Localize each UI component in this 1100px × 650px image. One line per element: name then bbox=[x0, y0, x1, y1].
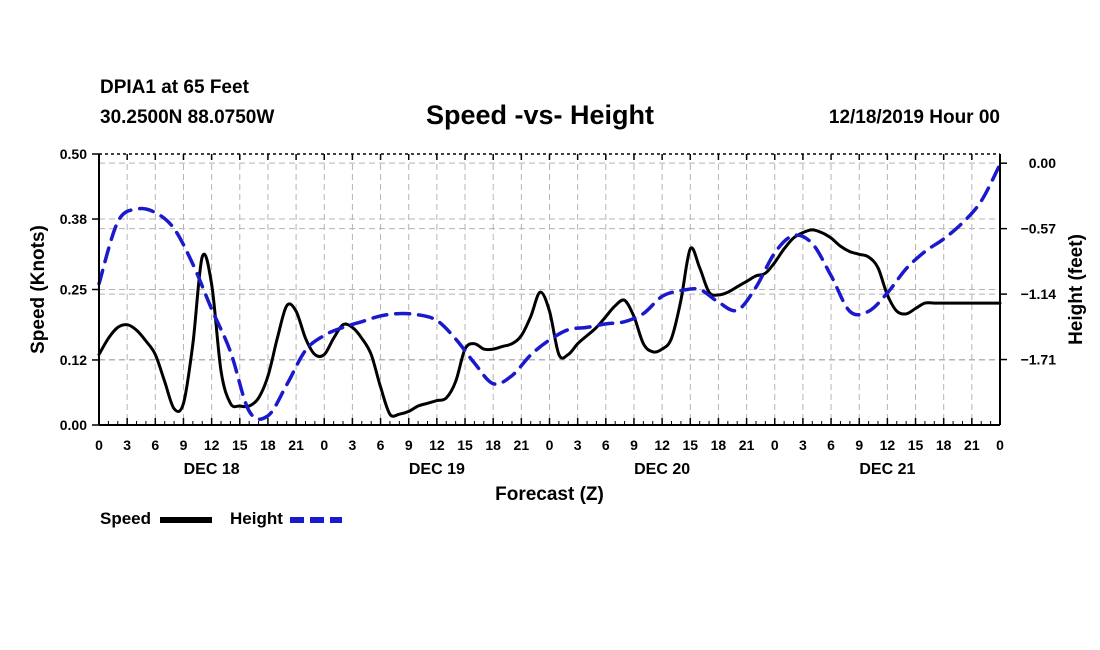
y-tick-label: 0.00 bbox=[60, 417, 87, 433]
x-tick-label: 3 bbox=[574, 437, 582, 453]
y2-tick-label: −0.57 bbox=[1021, 221, 1057, 237]
x-tick-label: 0 bbox=[320, 437, 328, 453]
x-tick-label: 6 bbox=[151, 437, 159, 453]
x-tick-label: 12 bbox=[429, 437, 445, 453]
y-tick-label: 0.50 bbox=[60, 146, 87, 162]
x-tick-label: 12 bbox=[654, 437, 670, 453]
x-tick-label: 15 bbox=[908, 437, 924, 453]
x-tick-label: 21 bbox=[739, 437, 755, 453]
x-tick-label: 3 bbox=[123, 437, 131, 453]
station-name: DPIA1 at 65 Feet bbox=[100, 77, 249, 98]
x-tick-label: 3 bbox=[799, 437, 807, 453]
x-tick-label: 9 bbox=[405, 437, 413, 453]
x-tick-label: 9 bbox=[630, 437, 638, 453]
series-line-height bbox=[97, 162, 1002, 421]
forecast-date: 12/18/2019 Hour 00 bbox=[828, 107, 1000, 128]
day-label: DEC 18 bbox=[184, 461, 240, 478]
series bbox=[97, 162, 1002, 421]
y-tick-label: 0.38 bbox=[60, 211, 87, 227]
x-tick-label: 21 bbox=[964, 437, 980, 453]
day-label: DEC 19 bbox=[409, 461, 465, 478]
x-tick-label: 6 bbox=[377, 437, 385, 453]
day-label: DEC 21 bbox=[859, 461, 915, 478]
x-tick-label: 0 bbox=[996, 437, 1004, 453]
x-tick-label: 21 bbox=[288, 437, 304, 453]
grid bbox=[99, 154, 1000, 425]
axes: 0 3 6 9 12 15 18 21 0 3 6 9 12 15 18 21 0 3 6 9 12 15 18 21 0 3 6 9… bbox=[28, 146, 1087, 505]
legend-speed-label: Speed bbox=[100, 509, 152, 528]
x-axis-title: Forecast (Z) bbox=[495, 484, 604, 505]
x-tick-label: 0 bbox=[95, 437, 103, 453]
x-tick-label: 12 bbox=[204, 437, 220, 453]
y2-tick-label: 0.00 bbox=[1029, 155, 1056, 171]
y-tick-label: 0.12 bbox=[60, 352, 87, 368]
x-tick-label: 9 bbox=[855, 437, 863, 453]
x-tick-label: 15 bbox=[232, 437, 248, 453]
x-tick-label: 18 bbox=[485, 437, 501, 453]
x-tick-label: 6 bbox=[602, 437, 610, 453]
x-tick-label: 18 bbox=[711, 437, 727, 453]
x-tick-label: 15 bbox=[457, 437, 473, 453]
x-tick-label: 12 bbox=[880, 437, 896, 453]
x-tick-label: 0 bbox=[771, 437, 779, 453]
x-tick-label: 6 bbox=[827, 437, 835, 453]
y2-axis-title: Height (feet) bbox=[1066, 234, 1087, 345]
y-tick-label: 0.25 bbox=[60, 282, 87, 298]
y-axis-title: Speed (Knots) bbox=[28, 225, 49, 354]
legend-height-label: Height bbox=[230, 509, 283, 528]
x-tick-label: 3 bbox=[349, 437, 357, 453]
x-tick-label: 18 bbox=[260, 437, 276, 453]
x-tick-label: 15 bbox=[682, 437, 698, 453]
chart-title: Speed -vs- Height bbox=[426, 100, 655, 130]
y2-tick-label: −1.14 bbox=[1021, 286, 1057, 302]
x-tick-label: 0 bbox=[546, 437, 554, 453]
x-tick-label: 9 bbox=[180, 437, 188, 453]
x-tick-label: 21 bbox=[514, 437, 530, 453]
y2-tick-label: −1.71 bbox=[1021, 352, 1057, 368]
station-coordinates: 30.2500N 88.0750W bbox=[100, 107, 275, 128]
x-tick-label: 18 bbox=[936, 437, 952, 453]
day-label: DEC 20 bbox=[634, 461, 690, 478]
